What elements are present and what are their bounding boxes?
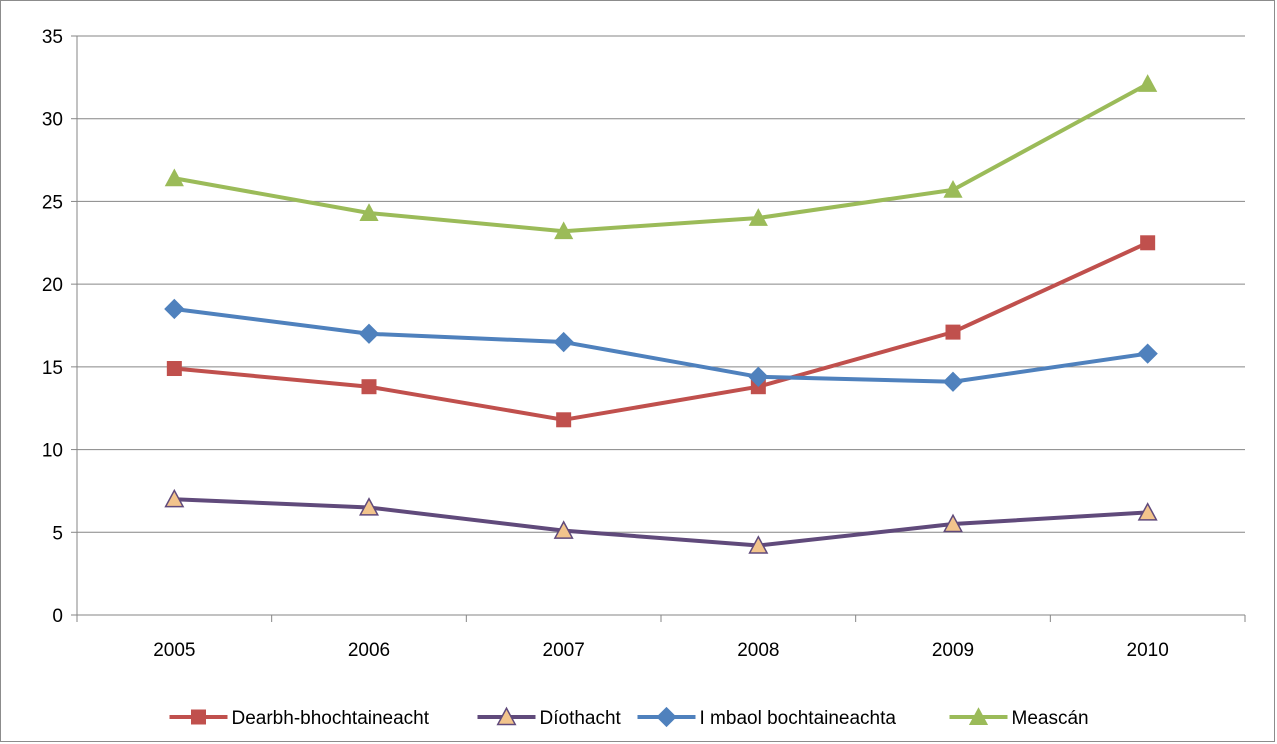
data-point xyxy=(968,707,989,725)
data-point xyxy=(748,208,768,226)
data-point xyxy=(358,323,380,344)
x-tick-label: 2010 xyxy=(1127,640,1169,661)
y-tick-label: 5 xyxy=(52,523,63,544)
x-tick-label: 2009 xyxy=(932,640,974,661)
data-point xyxy=(556,412,572,428)
y-tick-label: 35 xyxy=(42,27,63,48)
data-point xyxy=(1140,235,1156,251)
data-point xyxy=(942,371,964,392)
series-line xyxy=(172,497,1150,548)
x-tick-label: 2005 xyxy=(153,640,195,661)
data-point xyxy=(1137,343,1158,364)
data-point xyxy=(164,168,184,187)
data-point xyxy=(943,180,963,198)
legend-item: Meascán xyxy=(949,707,1089,729)
data-point xyxy=(1137,502,1158,521)
x-tick-label: 2006 xyxy=(348,640,390,661)
data-point xyxy=(164,488,185,508)
data-point xyxy=(945,324,961,340)
data-point xyxy=(1138,74,1158,92)
data-point xyxy=(361,379,377,395)
data-point xyxy=(748,366,769,387)
legend: Dearbh-bhochtaineacht Díothacht I mbaol bo… xyxy=(169,706,1089,729)
legend-item: Díothacht xyxy=(477,706,622,729)
y-tick-label: 30 xyxy=(42,110,63,131)
legend-label: Dearbh-bhochtaineacht xyxy=(232,708,430,729)
series-Dearbh-bhochtaineacht xyxy=(166,235,1156,428)
series-Meascán xyxy=(164,74,1158,240)
series-line xyxy=(172,240,1150,422)
data-point xyxy=(358,497,380,516)
series-Díothacht xyxy=(164,488,1158,554)
data-point xyxy=(553,520,574,539)
y-tick-label: 20 xyxy=(42,275,63,296)
series-lines xyxy=(164,74,1158,554)
legend-label: I mbaol bochtaineachta xyxy=(700,708,897,729)
axes: 0 5 10 15 20 25 30 35 2005 2006 2007 2008 2009 2010 xyxy=(42,27,1246,661)
data-point xyxy=(656,706,677,728)
series-line xyxy=(172,81,1150,234)
data-point xyxy=(359,203,379,221)
x-tick-label: 2007 xyxy=(543,640,585,661)
series-line xyxy=(172,306,1150,384)
legend-item: Dearbh-bhochtaineacht xyxy=(169,708,430,729)
data-point xyxy=(166,361,182,377)
data-point xyxy=(942,513,964,533)
y-tick-label: 0 xyxy=(52,606,63,627)
x-tick-label: 2008 xyxy=(737,640,779,661)
data-point xyxy=(191,709,206,725)
data-point xyxy=(748,535,769,554)
data-point xyxy=(164,298,185,320)
y-tick-label: 25 xyxy=(42,192,63,213)
legend-label: Díothacht xyxy=(540,708,622,729)
data-point xyxy=(496,706,517,726)
y-tick-label: 10 xyxy=(42,441,63,462)
series-I mbaol bochtaineachta xyxy=(164,298,1158,392)
data-point xyxy=(553,331,574,353)
legend-item: I mbaol bochtaineachta xyxy=(637,706,897,729)
y-tick-label: 15 xyxy=(42,358,63,379)
legend-label: Meascán xyxy=(1012,708,1089,729)
gridlines xyxy=(77,35,1245,533)
data-point xyxy=(554,221,574,240)
